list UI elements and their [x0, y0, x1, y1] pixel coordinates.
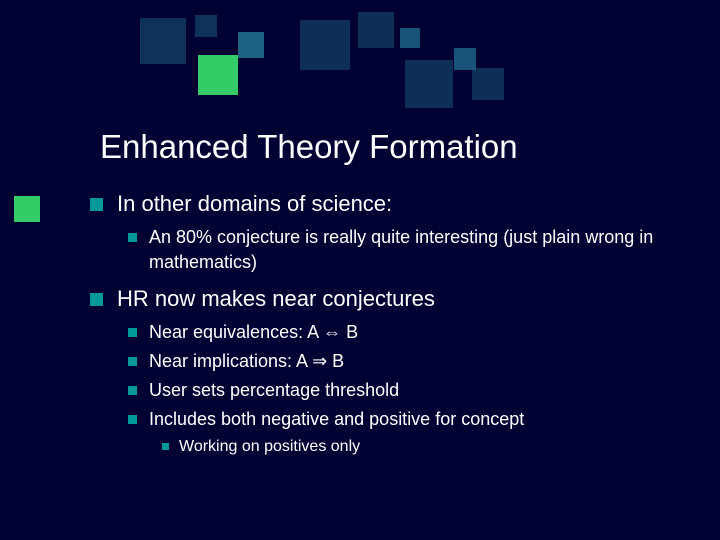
- square-bullet-icon: [128, 328, 137, 337]
- decoration-square: [454, 48, 476, 70]
- square-bullet-icon: [128, 415, 137, 424]
- list-item: An 80% conjecture is really quite intere…: [128, 225, 690, 275]
- list-item: User sets percentage threshold: [128, 378, 690, 403]
- bullet-text: An 80% conjecture is really quite intere…: [149, 225, 690, 275]
- side-accent-square: [14, 196, 40, 222]
- decoration-square: [358, 12, 394, 48]
- decoration-square: [198, 55, 238, 95]
- decoration-square: [300, 20, 350, 70]
- list-item: Working on positives only: [162, 436, 690, 458]
- square-bullet-icon: [128, 233, 137, 242]
- square-bullet-icon: [128, 357, 137, 366]
- decoration-square: [195, 15, 217, 37]
- list-item: HR now makes near conjectures: [90, 285, 690, 314]
- decoration-square: [400, 28, 420, 48]
- square-bullet-icon: [162, 443, 169, 450]
- bullet-text: Working on positives only: [179, 436, 360, 458]
- list-item: Near equivalences: A ⇔ B: [128, 320, 690, 345]
- square-bullet-icon: [128, 386, 137, 395]
- square-bullet-icon: [90, 293, 103, 306]
- square-bullet-icon: [90, 198, 103, 211]
- bullet-text: Includes both negative and positive for …: [149, 407, 524, 432]
- bullet-text: User sets percentage threshold: [149, 378, 399, 403]
- slide-content: In other domains of science: An 80% conj…: [90, 190, 690, 469]
- list-item: Includes both negative and positive for …: [128, 407, 690, 432]
- bullet-text: Near equivalences: A ⇔ B: [149, 320, 358, 345]
- bullet-text: Near implications: A ⇒ B: [149, 349, 344, 374]
- decoration-squares: [0, 0, 720, 120]
- decoration-square: [238, 32, 264, 58]
- decoration-square: [140, 18, 186, 64]
- slide-title: Enhanced Theory Formation: [100, 128, 518, 166]
- decoration-square: [405, 60, 453, 108]
- bullet-text: In other domains of science:: [117, 190, 392, 219]
- list-item: Near implications: A ⇒ B: [128, 349, 690, 374]
- decoration-square: [472, 68, 504, 100]
- list-item: In other domains of science:: [90, 190, 690, 219]
- bullet-text: HR now makes near conjectures: [117, 285, 435, 314]
